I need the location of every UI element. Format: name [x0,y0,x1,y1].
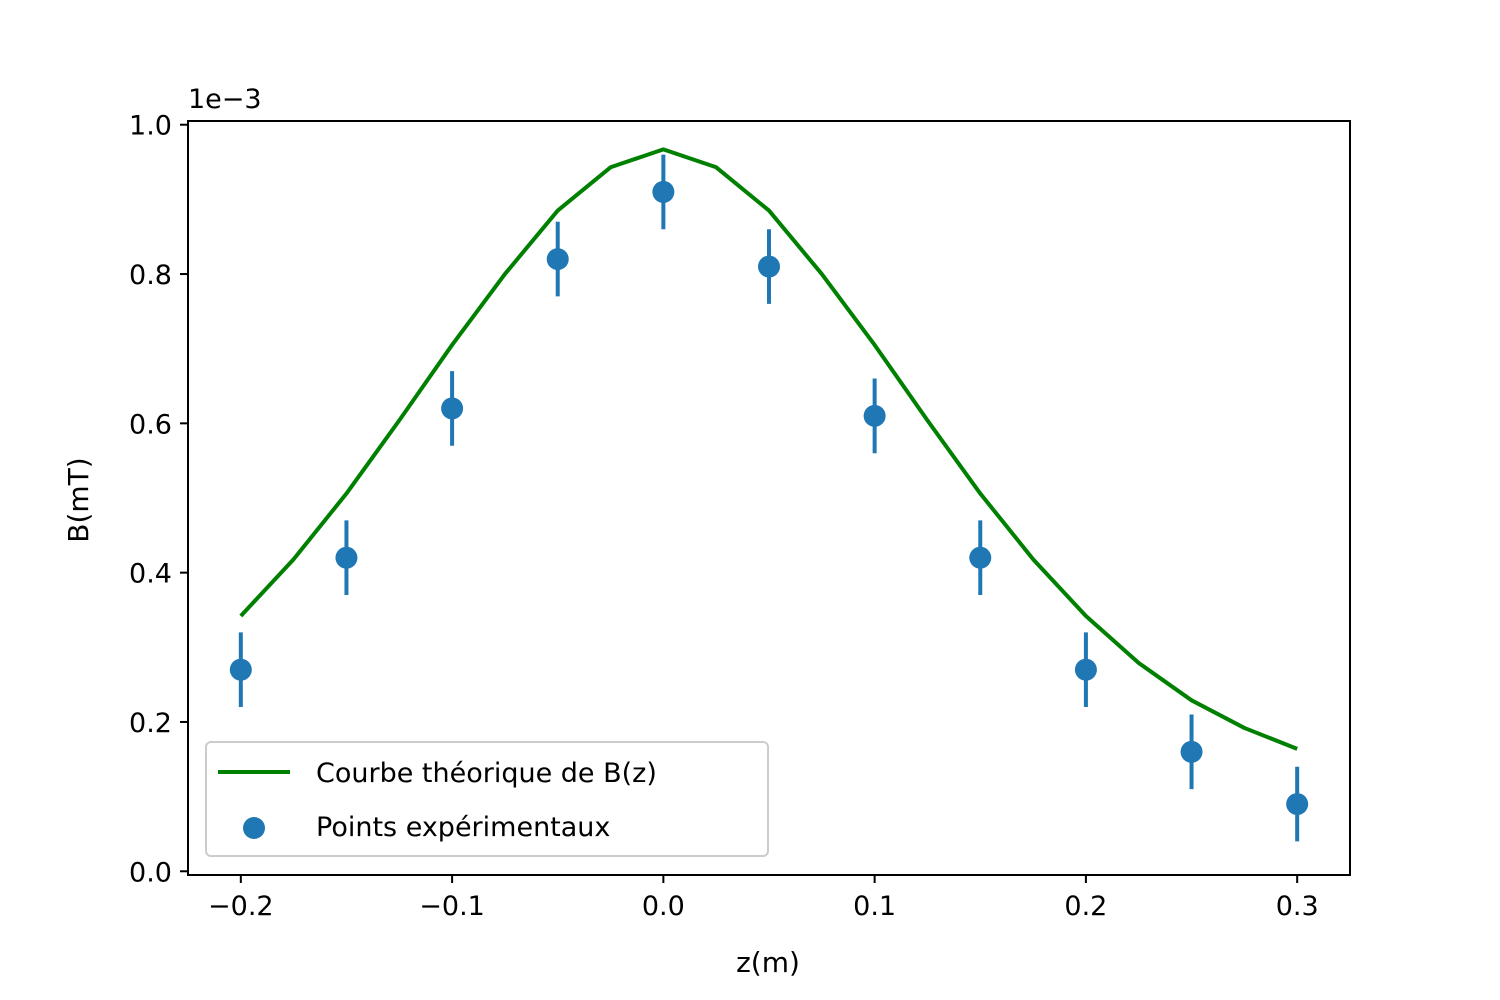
x-tick-label: −0.2 [208,891,274,922]
x-tick-label: 0.2 [1064,891,1107,922]
x-tick-label: 0.1 [853,891,896,922]
y-tick-label: 0.2 [129,708,172,739]
data-point [229,658,252,681]
x-tick-label: 0.3 [1276,891,1319,922]
data-point [1180,740,1203,763]
data-point [863,404,886,427]
legend-marker-swatch [243,817,265,839]
data-point [758,255,780,278]
x-tick-label: 0.0 [642,891,685,922]
data-point [441,397,464,420]
axes-frame [187,120,1351,876]
data-point [546,248,569,271]
theory-curve-line [239,147,1298,751]
legend-entry-points: Points expérimentaux [316,812,610,843]
data-point [335,546,358,569]
y-tick-label: 0.8 [129,260,172,291]
y-tick-label: 0.4 [129,559,172,590]
y-tick-label: 1.0 [129,111,172,142]
legend-entry-line: Courbe théorique de B(z) [316,758,657,789]
y-axis-label: B(mT) [62,457,95,542]
data-point [969,546,992,569]
x-axis-label: z(m) [736,946,800,979]
data-point [652,180,675,203]
plot-area [229,147,1309,842]
legend-box [205,741,769,857]
y-tick-label: 0.0 [129,857,172,888]
y-tick-label: 0.6 [129,409,172,440]
legend: Courbe théorique de B(z) Points expérime… [205,741,769,857]
x-tick-label: −0.1 [419,891,485,922]
axes: −0.2 −0.1 0.0 0.1 0.2 0.3 0.0 0.2 0.4 0.6 0.8 1.0 [129,111,1351,922]
data-point [1286,793,1309,816]
y-offset-text: 1e−3 [188,84,262,115]
data-point [1074,658,1097,681]
